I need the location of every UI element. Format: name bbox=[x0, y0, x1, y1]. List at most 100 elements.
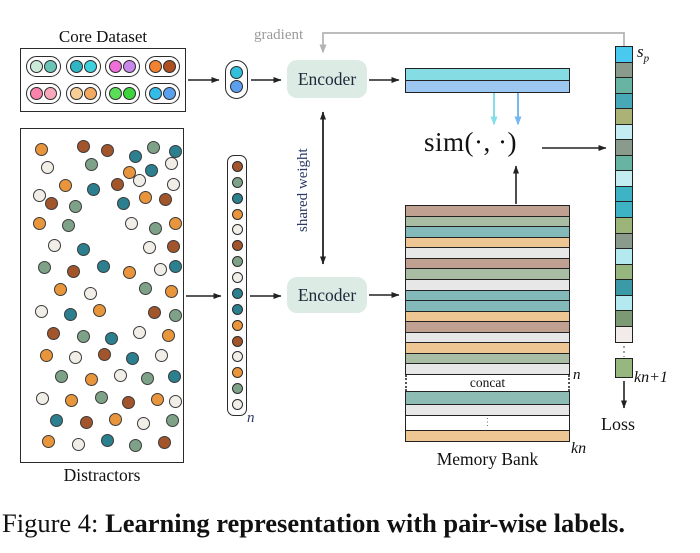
distractor-dot bbox=[87, 183, 100, 196]
distractor-dot bbox=[85, 158, 98, 171]
memory-bank-bar bbox=[406, 364, 569, 374]
pair-dot bbox=[69, 86, 83, 100]
pair-dot bbox=[230, 66, 243, 79]
pair-dot bbox=[43, 60, 57, 74]
similarity-cell bbox=[615, 201, 633, 219]
column-dot bbox=[231, 272, 243, 283]
distractor-dot bbox=[45, 197, 58, 210]
column-dot bbox=[231, 383, 243, 395]
memory-bank-bar bbox=[406, 248, 569, 259]
column-dot bbox=[231, 351, 243, 363]
distractor-dot bbox=[80, 416, 93, 429]
similarity-cell bbox=[615, 232, 633, 250]
n-label-bank: n bbox=[573, 367, 581, 383]
column-dot bbox=[231, 192, 243, 204]
core-pair bbox=[25, 82, 61, 104]
distractor-dot bbox=[169, 217, 182, 230]
distractor-dot bbox=[158, 436, 171, 449]
pair-dot bbox=[83, 86, 97, 100]
distractor-dot bbox=[101, 434, 114, 447]
memory-bank-bar bbox=[406, 269, 569, 280]
distractor-dot bbox=[109, 413, 122, 426]
distractor-dot bbox=[149, 222, 162, 235]
caption-bold: Learning representation with pair-wise l… bbox=[105, 508, 625, 538]
concat-label: concat bbox=[469, 375, 506, 390]
distractor-sample-column bbox=[227, 155, 247, 416]
distractor-dot bbox=[169, 260, 182, 273]
core-pair bbox=[65, 56, 101, 78]
column-dot bbox=[231, 367, 243, 379]
similarity-cell bbox=[615, 279, 633, 297]
pair-dot bbox=[109, 60, 123, 74]
distractor-dot bbox=[72, 438, 85, 451]
column-dot bbox=[231, 224, 243, 236]
distractor-dot bbox=[36, 392, 49, 405]
loss-label: Loss bbox=[601, 414, 636, 434]
similarity-cell bbox=[615, 325, 633, 343]
pair-dot bbox=[149, 86, 163, 100]
distractor-dot bbox=[38, 261, 51, 274]
memory-bank-stack bbox=[405, 205, 570, 375]
similarity-cell bbox=[615, 61, 633, 79]
gradient-feedback-arrow bbox=[319, 32, 625, 54]
pair-dot bbox=[29, 86, 43, 100]
memory-bank-tail-row: ⋮ bbox=[406, 415, 569, 431]
distractor-dot bbox=[141, 372, 154, 385]
similarity-cell bbox=[615, 263, 633, 281]
concat-row: concat bbox=[405, 375, 570, 391]
distractor-dot bbox=[143, 241, 156, 254]
distractor-dot bbox=[65, 394, 78, 407]
column-dot bbox=[231, 208, 243, 220]
distractor-dot bbox=[151, 393, 164, 406]
caption-prefix: Figure 4: bbox=[2, 508, 106, 538]
sp-label: sp bbox=[637, 42, 650, 65]
pair-dot bbox=[149, 60, 163, 74]
pair-dot bbox=[163, 60, 177, 74]
memory-bank-bar bbox=[406, 237, 569, 249]
distractor-dot bbox=[148, 306, 161, 319]
similarity-cell bbox=[615, 154, 633, 172]
distractor-dot bbox=[33, 189, 46, 202]
distractor-dot bbox=[169, 309, 182, 322]
pair-dot bbox=[109, 86, 123, 100]
memory-bank-tail-row bbox=[406, 430, 569, 441]
distractor-dot bbox=[137, 417, 150, 430]
distractor-dot bbox=[77, 330, 90, 343]
similarity-cell bbox=[615, 310, 633, 328]
distractor-dot bbox=[64, 308, 77, 321]
similarity-cell bbox=[615, 139, 633, 157]
n-label-column: n bbox=[247, 410, 255, 426]
similarity-cell bbox=[615, 185, 633, 203]
column-dot bbox=[231, 256, 243, 268]
distractor-dot bbox=[93, 304, 106, 317]
distractors-label: Distractors bbox=[63, 465, 141, 485]
distractor-dot bbox=[62, 219, 75, 232]
column-dot bbox=[231, 160, 243, 172]
distractor-dot bbox=[159, 193, 172, 206]
distractor-dot bbox=[84, 287, 97, 300]
embedding-bar bbox=[405, 68, 570, 93]
column-dot bbox=[231, 319, 243, 331]
similarity-cell bbox=[615, 248, 633, 266]
distractor-dot bbox=[126, 352, 139, 365]
column-dot bbox=[231, 240, 243, 252]
distractor-dot bbox=[33, 217, 46, 230]
distractor-dot bbox=[147, 141, 160, 154]
core-pair bbox=[25, 56, 61, 78]
distractor-dot bbox=[67, 265, 80, 278]
distractor-dot bbox=[41, 161, 54, 174]
memory-bank-bar bbox=[406, 322, 569, 333]
memory-bank-bar bbox=[406, 332, 569, 344]
distractor-dot bbox=[85, 373, 98, 386]
distractor-dot bbox=[50, 414, 63, 427]
core-dataset-box bbox=[20, 48, 186, 112]
distractor-dot bbox=[111, 178, 124, 191]
memory-bank-bar bbox=[406, 343, 569, 354]
distractor-dot bbox=[145, 164, 158, 177]
distractor-dot bbox=[97, 260, 110, 273]
shared-weight-label: shared weight bbox=[295, 148, 311, 232]
distractor-dot bbox=[133, 326, 146, 339]
distractor-dot bbox=[77, 140, 90, 153]
similarity-cell bbox=[615, 92, 633, 110]
distractor-dot bbox=[35, 143, 48, 156]
